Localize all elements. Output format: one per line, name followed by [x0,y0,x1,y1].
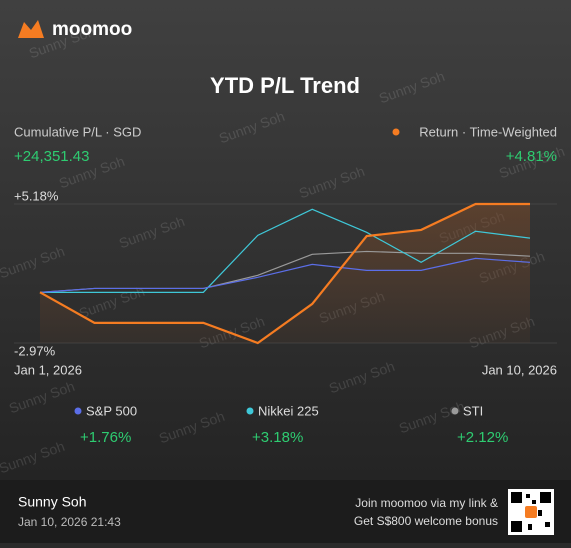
chart-title: YTD P/L Trend [210,73,360,98]
return-label: Return · Time-Weighted [419,124,557,139]
legend-label: STI [463,403,483,418]
legend-value: +2.12% [457,429,508,446]
brand: moomoo [52,19,132,40]
qr-code [508,489,554,535]
y-tick-label: -2.97% [14,343,56,358]
return-dot [392,128,400,136]
logo-icon [18,20,44,38]
pl-value: +24,351.43 [14,148,90,165]
datetime: Jan 10, 2026 21:43 [18,515,121,529]
return-value: +4.81% [506,148,557,165]
x-tick-label: Jan 1, 2026 [14,362,82,377]
legend-dot [74,407,82,415]
user-name: Sunny Soh [18,494,87,510]
legend-label: S&P 500 [86,403,137,418]
legend-value: +3.18% [252,429,303,446]
promo: Join moomoo via my link & [355,496,498,510]
y-tick-label: +5.18% [14,188,59,203]
legend-dot [246,407,254,415]
footer-bar [0,480,571,543]
legend-label: Nikkei 225 [258,403,319,418]
pl-label: Cumulative P/L · SGD [14,124,141,139]
legend-value: +1.76% [80,429,131,446]
promo: Get S$800 welcome bonus [354,514,498,528]
line [39,257,531,293]
line [39,202,530,345]
x-tick-label: Jan 10, 2026 [482,362,557,377]
legend-dot [451,407,459,415]
line [40,208,531,293]
area [40,204,530,343]
